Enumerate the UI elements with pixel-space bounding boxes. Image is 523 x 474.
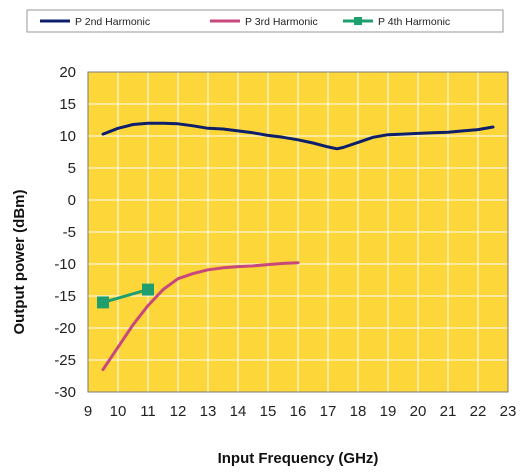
y-tick-label: 0: [68, 192, 76, 209]
y-axis-ticks: 20 15 10 5 0 -5 -10 -15 -20 -25 -30: [54, 64, 76, 401]
plot-border: [87, 71, 509, 393]
legend-label-2: P 3rd Harmonic: [245, 16, 318, 28]
y-axis-title: Output power (dBm): [11, 190, 28, 335]
y-tick-label: 20: [59, 64, 76, 81]
x-tick-label: 18: [350, 403, 367, 420]
x-tick-label: 19: [380, 403, 397, 420]
x-axis-title: Input Frequency (GHz): [218, 450, 379, 467]
y-tick-label: 15: [59, 96, 76, 113]
x-tick-label: 15: [260, 403, 277, 420]
y-tick-label: -15: [54, 288, 76, 305]
x-tick-label: 17: [320, 403, 337, 420]
y-tick-label: -10: [54, 256, 76, 273]
x-tick-label: 9: [84, 403, 92, 420]
y-tick-label: -25: [54, 352, 76, 369]
x-tick-label: 10: [110, 403, 127, 420]
y-tick-label: -30: [54, 384, 76, 401]
series-3-marker: [97, 296, 109, 309]
x-tick-label: 12: [170, 403, 187, 420]
x-tick-label: 21: [440, 403, 457, 420]
legend-box: [26, 9, 504, 33]
x-tick-label: 14: [230, 403, 247, 420]
series-line-1: [101, 121, 495, 151]
x-axis-ticks: 9 10 11 12 13 14 15 16 17 18 19 20 21 22 23: [84, 403, 517, 420]
x-tick-label: 20: [410, 403, 427, 420]
series-line-2: [101, 261, 300, 372]
x-tick-label: 23: [500, 403, 517, 420]
legend-label-3: P 4th Harmonic: [378, 16, 450, 28]
series-layer: [97, 121, 495, 372]
x-tick-label: 22: [470, 403, 487, 420]
legend-label-1: P 2nd Harmonic: [75, 16, 150, 28]
series-line-3: [101, 288, 150, 304]
y-tick-label: 5: [68, 160, 76, 177]
x-tick-label: 11: [140, 403, 156, 420]
series-3-marker: [142, 283, 154, 296]
x-tick-label: 16: [290, 403, 307, 420]
x-tick-label: 13: [200, 403, 217, 420]
legend-marker-3: [354, 17, 362, 25]
y-tick-label: -20: [54, 320, 76, 337]
y-tick-label: -5: [63, 224, 76, 241]
chart-legend: P 2nd Harmonic P 3rd Harmonic P 4th Harmon…: [26, 9, 504, 33]
y-tick-label: 10: [59, 128, 76, 145]
